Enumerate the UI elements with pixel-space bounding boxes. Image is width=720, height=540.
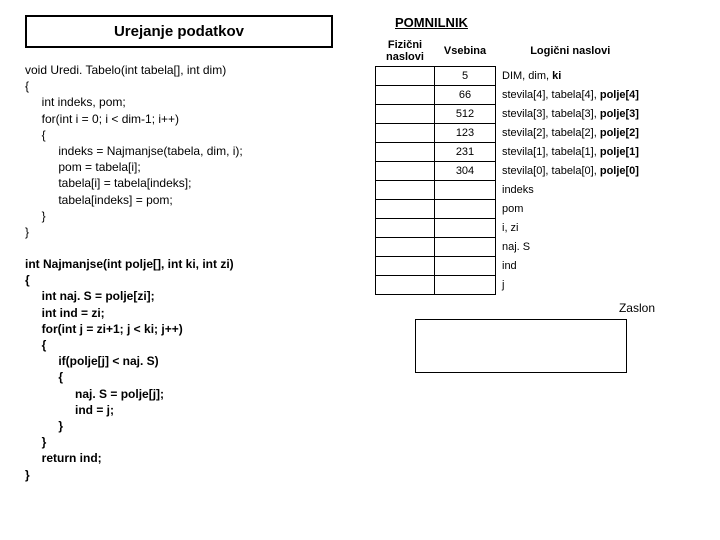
table-row: j bbox=[376, 276, 646, 295]
table-row: 123stevila[2], tabela[2], polje[2] bbox=[376, 124, 646, 143]
code-block-2: int Najmanjse(int polje[], int ki, int z… bbox=[25, 256, 345, 483]
zaslon-label: Zaslon bbox=[375, 301, 655, 315]
memory-title: POMNILNIK bbox=[395, 15, 695, 30]
table-row: ind bbox=[376, 257, 646, 276]
table-row: 5DIM, dim, ki bbox=[376, 67, 646, 86]
table-row: naj. S bbox=[376, 238, 646, 257]
table-row: 66stevila[4], tabela[4], polje[4] bbox=[376, 86, 646, 105]
table-row: pom bbox=[376, 200, 646, 219]
code-block-1: void Uredi. Tabelo(int tabela[], int dim… bbox=[25, 62, 345, 240]
table-row: i, zi bbox=[376, 219, 646, 238]
table-row: 231stevila[1], tabela[1], polje[1] bbox=[376, 143, 646, 162]
header-logicni: Logični naslovi bbox=[496, 36, 646, 67]
slide-title: Urejanje podatkov bbox=[25, 15, 333, 48]
table-row: indeks bbox=[376, 181, 646, 200]
memory-table: Fizični naslovi Vsebina Logični naslovi … bbox=[375, 36, 646, 295]
table-row: 512stevila[3], tabela[3], polje[3] bbox=[376, 105, 646, 124]
table-row: 304stevila[0], tabela[0], polje[0] bbox=[376, 162, 646, 181]
zaslon-box bbox=[415, 319, 627, 373]
header-vsebina: Vsebina bbox=[435, 36, 496, 67]
header-fizicni: Fizični naslovi bbox=[376, 36, 435, 67]
